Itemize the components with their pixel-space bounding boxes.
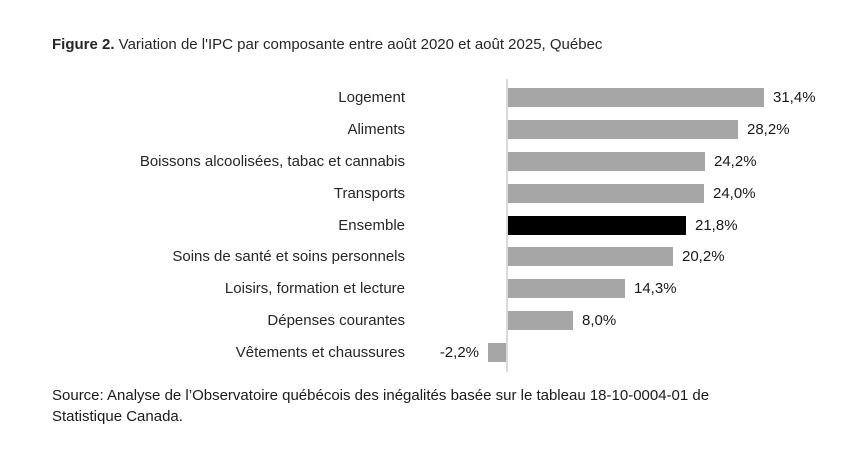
positive-area (506, 336, 852, 368)
category-label: Boissons alcoolisées, tabac et cannabis (139, 152, 405, 170)
bar (508, 215, 686, 235)
category-label: Logement (338, 89, 405, 107)
positive-area: 8,0% (506, 305, 852, 337)
negative-area (405, 82, 506, 114)
value-label: 24,2% (714, 152, 757, 170)
negative-area (405, 114, 506, 146)
value-label: 14,3% (634, 280, 677, 298)
page: Figure 2. Variation de l'IPC par composa… (52, 34, 867, 427)
negative-area (405, 146, 506, 178)
negative-area (405, 305, 506, 337)
bar-chart: Logement 31,4% Aliments 28,2% Boissons a… (52, 79, 852, 373)
chart-row: Loisirs, formation et lecture 14,3% (52, 273, 852, 305)
source-note-line2: Statistique Canada. (52, 408, 183, 426)
chart-row: Aliments 28,2% (52, 114, 852, 146)
positive-area: 21,8% (506, 209, 852, 241)
chart-row: Soins de santé et soins personnels 20,2% (52, 241, 852, 273)
value-label: 20,2% (682, 248, 725, 266)
category-label: Soins de santé et soins personnels (172, 248, 405, 266)
positive-area: 24,2% (506, 146, 852, 178)
negative-area: -2,2% (405, 336, 506, 368)
value-label: 28,2% (747, 121, 790, 139)
chart-row: Vêtements et chaussures -2,2% (52, 336, 852, 368)
positive-area: 28,2% (506, 114, 852, 146)
category-label: Vêtements et chaussures (235, 343, 405, 361)
source-note: Source: Analyse de l’Observatoire québéc… (52, 385, 867, 427)
chart-row: Dépenses courantes 8,0% (52, 305, 852, 337)
figure-title-text: Variation de l'IPC par composante entre … (114, 36, 603, 53)
value-label: 21,8% (695, 216, 738, 234)
value-label: 8,0% (582, 311, 617, 329)
category-label: Transports (333, 184, 405, 202)
figure-title: Figure 2. Variation de l'IPC par composa… (52, 34, 867, 55)
value-label: -2,2% (439, 343, 479, 361)
chart-row: Logement 31,4% (52, 82, 852, 114)
chart-row: Transports 24,0% (52, 177, 852, 209)
bar (508, 279, 625, 299)
chart-row: Ensemble 21,8% (52, 209, 852, 241)
chart-rows: Logement 31,4% Aliments 28,2% Boissons a… (52, 82, 852, 368)
chart-row: Boissons alcoolisées, tabac et cannabis … (52, 146, 852, 178)
bar (508, 247, 673, 267)
bar (508, 310, 573, 330)
category-label: Loisirs, formation et lecture (224, 280, 405, 298)
negative-area (405, 273, 506, 305)
positive-area: 14,3% (506, 273, 852, 305)
source-note-line1: Source: Analyse de l’Observatoire québéc… (52, 387, 710, 405)
negative-area (405, 241, 506, 273)
bar (508, 151, 705, 171)
negative-area (405, 177, 506, 209)
bar (508, 120, 738, 140)
bar (508, 183, 704, 203)
value-label: 31,4% (773, 89, 816, 107)
category-label: Ensemble (338, 216, 405, 234)
negative-area (405, 209, 506, 241)
value-label: 24,0% (713, 184, 756, 202)
bar (508, 88, 764, 108)
category-label: Aliments (347, 121, 405, 139)
axis-line (506, 79, 508, 373)
positive-area: 20,2% (506, 241, 852, 273)
positive-area: 24,0% (506, 177, 852, 209)
category-label: Dépenses courantes (267, 311, 405, 329)
figure-title-prefix: Figure 2. (52, 36, 115, 53)
positive-area: 31,4% (506, 82, 852, 114)
bar (488, 342, 506, 362)
